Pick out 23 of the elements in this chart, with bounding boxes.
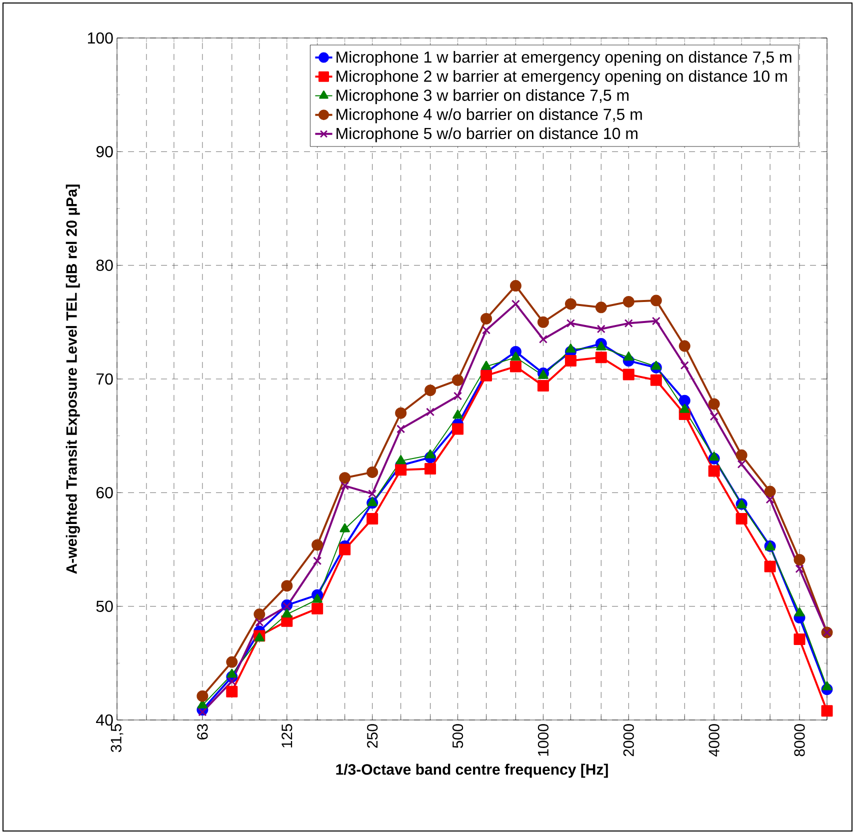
legend-label: Microphone 1 w barrier at emergency opening on distance 7,5 m (336, 51, 792, 66)
x-tick-label: 2000 (623, 724, 634, 756)
y-tick-label: 90 (96, 146, 113, 158)
x-axis-title: 1/3-Octave band centre frequency [Hz] (336, 764, 608, 778)
y-tick-label: 60 (96, 486, 113, 498)
y-tick-label: 80 (96, 260, 113, 271)
y-tick-label: 40 (96, 714, 113, 726)
legend-label: Microphone 2 w barrier at emergency opening on distance 10 m (336, 70, 787, 86)
legend-label: Microphone 5 w/o barrier on distance 10 m (336, 127, 638, 142)
x-tick-label: 4000 (708, 724, 720, 757)
x-tick-label: 125 (282, 724, 292, 748)
y-tick-label: 50 (96, 600, 113, 612)
y-tick-label: 70 (96, 373, 113, 385)
x-tick-label: 250 (367, 724, 378, 748)
x-tick-label: 31,5 (110, 724, 124, 752)
x-tick-label: 500 (452, 724, 464, 748)
x-tick-label: 63 (197, 724, 208, 740)
y-tick-label: 100 (88, 32, 113, 44)
y-axis-title: A-weighted Transit Exposure Level TEL [dB rel 20 µPa] (66, 184, 80, 574)
x-tick-label: 1000 (538, 724, 549, 756)
legend-label: Microphone 3 w barrier on distance 7,5 m (336, 89, 629, 104)
x-tick-label: 8000 (794, 724, 805, 756)
legend-label: Microphone 4 w/o barrier on distance 7,5 m (336, 108, 642, 124)
